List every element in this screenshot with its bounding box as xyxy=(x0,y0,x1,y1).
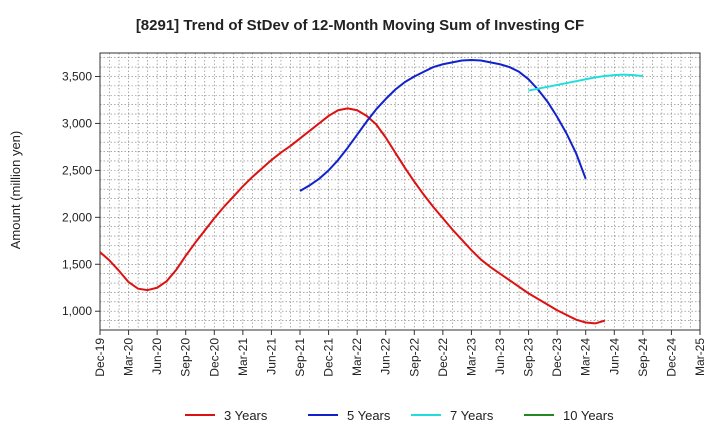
legend-label: 3 Years xyxy=(224,408,268,423)
y-tick-label: 2,000 xyxy=(62,210,92,224)
x-tick-label: Mar-25 xyxy=(693,338,707,376)
series-lines xyxy=(99,59,643,325)
x-tick-label: Mar-23 xyxy=(464,338,478,376)
x-tick-label: Sep-20 xyxy=(179,338,193,377)
x-tick-label: Dec-23 xyxy=(550,338,564,377)
legend-label: 5 Years xyxy=(347,408,391,423)
legend-label: 7 Years xyxy=(450,408,494,423)
y-tick-label: 1,500 xyxy=(62,257,92,271)
x-tick-label: Mar-20 xyxy=(122,338,136,376)
y-tick-label: 2,500 xyxy=(62,163,92,177)
y-tick-label: 1,000 xyxy=(62,304,92,318)
legend-label: 10 Years xyxy=(563,408,614,423)
x-tick-label: Jun-20 xyxy=(150,338,164,375)
x-tick-label: Jun-21 xyxy=(264,338,278,375)
x-tick-label: Sep-23 xyxy=(522,338,536,377)
x-tick-label: Dec-21 xyxy=(322,338,336,377)
legend: 3 Years 5 Years 7 Years 10 Years xyxy=(185,408,614,423)
x-tick-label: Sep-22 xyxy=(407,338,421,377)
plot-frame xyxy=(99,52,701,331)
x-tick-label: Sep-21 xyxy=(293,338,307,377)
x-tick-label: Jun-23 xyxy=(493,338,507,375)
chart-title: [8291] Trend of StDev of 12-Month Moving… xyxy=(136,17,584,34)
axes: 1,000 1,500 2,000 2,500 3,000 3,500 Dec-19 Mar-… xyxy=(62,52,707,377)
x-tick-label: Dec-24 xyxy=(664,338,678,377)
y-tick-label: 3,000 xyxy=(62,116,92,130)
y-axis-label: Amount (million yen) xyxy=(8,131,23,250)
x-tick-label: Sep-24 xyxy=(636,338,650,377)
x-tick-label: Mar-24 xyxy=(579,338,593,376)
x-tick-label: Dec-20 xyxy=(207,338,221,377)
x-tick-label: Dec-19 xyxy=(93,338,107,377)
series-line-5-years xyxy=(299,59,587,192)
grid xyxy=(100,53,700,331)
y-tick-label: 3,500 xyxy=(62,69,92,83)
series-line-7-years xyxy=(528,73,643,92)
x-tick-label: Jun-22 xyxy=(379,338,393,375)
x-tick-label: Mar-21 xyxy=(236,338,250,376)
x-tick-label: Dec-22 xyxy=(436,338,450,377)
x-tick-label: Mar-22 xyxy=(350,338,364,376)
x-tick-label: Jun-24 xyxy=(607,338,621,375)
series-line-3-years xyxy=(99,107,606,325)
